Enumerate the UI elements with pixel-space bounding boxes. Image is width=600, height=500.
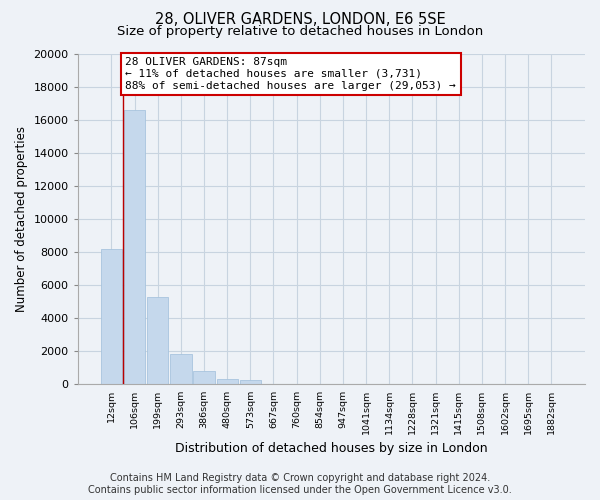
- Bar: [193, 371, 215, 384]
- Y-axis label: Number of detached properties: Number of detached properties: [15, 126, 28, 312]
- Bar: [239, 380, 261, 384]
- Text: 28, OLIVER GARDENS, LONDON, E6 5SE: 28, OLIVER GARDENS, LONDON, E6 5SE: [155, 12, 445, 28]
- Bar: [170, 354, 191, 384]
- Text: Contains HM Land Registry data © Crown copyright and database right 2024.
Contai: Contains HM Land Registry data © Crown c…: [88, 474, 512, 495]
- Text: 28 OLIVER GARDENS: 87sqm
← 11% of detached houses are smaller (3,731)
88% of sem: 28 OLIVER GARDENS: 87sqm ← 11% of detach…: [125, 58, 456, 90]
- Text: Size of property relative to detached houses in London: Size of property relative to detached ho…: [117, 25, 483, 38]
- Bar: [124, 110, 145, 384]
- X-axis label: Distribution of detached houses by size in London: Distribution of detached houses by size …: [175, 442, 488, 455]
- Bar: [217, 380, 238, 384]
- Bar: [147, 297, 169, 384]
- Bar: [101, 249, 122, 384]
